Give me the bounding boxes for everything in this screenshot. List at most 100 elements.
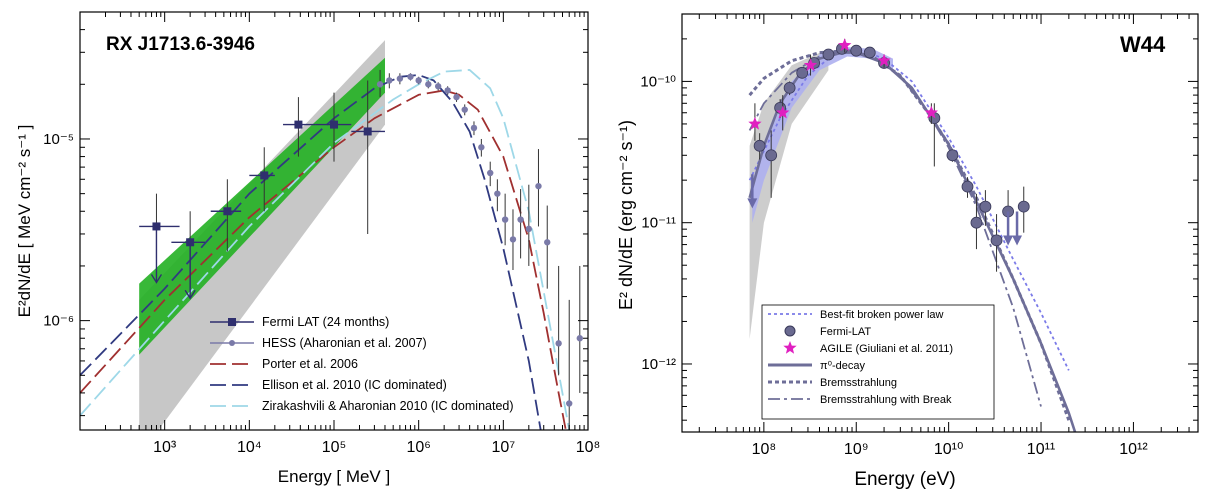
- data-point-square: [223, 207, 232, 216]
- chart-w44: 10⁸ 10⁹ 10¹⁰ 10¹¹ 10¹² 10⁻¹² 10⁻¹¹ 10⁻¹⁰ W44 En…: [616, 13, 1199, 490]
- data-point-square: [330, 120, 338, 129]
- legend-box: [761, 304, 995, 420]
- data-point-circle: [970, 216, 983, 229]
- curve-line: [748, 48, 1070, 371]
- data-point-square: [363, 127, 372, 136]
- legend-entry: Bremsstrahlung with Break: [768, 394, 952, 406]
- legend-label: Bremsstrahlung: [820, 377, 897, 389]
- data-point-circle: [961, 180, 974, 193]
- band-systematic: [749, 48, 829, 340]
- data-point-circle: [444, 87, 451, 94]
- y-tick-label: 10⁻¹⁰: [640, 73, 676, 90]
- axis-ticks: 10⁸ 10⁹ 10¹⁰ 10¹¹ 10¹² 10⁻¹² 10⁻¹¹ 10⁻¹⁰: [640, 13, 1199, 458]
- chart-title: W44: [1120, 32, 1166, 57]
- legend-label: HESS (Aharonian et al. 2007): [262, 336, 427, 350]
- data-point-star: [803, 58, 818, 71]
- data-points: [139, 69, 583, 430]
- legend: Fermi LAT (24 months) HESS (Aharonian et …: [210, 315, 514, 413]
- data-point-circle: [822, 48, 835, 61]
- legend-entry: Ellison et al. 2010 (IC dominated): [210, 378, 447, 392]
- data-point-circle: [863, 46, 876, 59]
- data-point-circle: [576, 335, 583, 342]
- legend-entry: Best-fit broken power law: [768, 309, 944, 321]
- data-point-square: [152, 222, 161, 231]
- x-tick-label: 10⁵: [322, 439, 346, 456]
- data-point-circle: [501, 216, 509, 223]
- data-point-circle: [796, 66, 809, 79]
- legend-entry: AGILE (Giuliani et al. 2011): [783, 341, 953, 355]
- data-point-square: [294, 120, 303, 129]
- x-tick-label: 10⁸: [752, 441, 777, 458]
- x-tick-label: 10¹⁰: [934, 441, 964, 458]
- legend-label: Bremsstrahlung with Break: [820, 394, 952, 406]
- upper-limit-arrow: [747, 198, 758, 209]
- data-point-circle: [525, 225, 533, 233]
- legend-entry: Zirakashvili & Aharonian 2010 (IC domina…: [210, 399, 514, 413]
- data-point-star: [877, 53, 891, 67]
- legend-swatch-marker: [783, 341, 797, 354]
- chart-title: RX J1713.6-3946: [106, 34, 255, 55]
- data-point-circle: [555, 340, 562, 347]
- y-axis-label: E² dN/dE (erg cm⁻² s⁻¹): [616, 120, 636, 310]
- data-point-circle: [470, 124, 478, 132]
- legend-entry: Bremsstrahlung: [768, 377, 897, 389]
- band-statistical: [139, 57, 385, 355]
- chart-rx-j1713: 10³ 10⁴ 10⁵ 10⁶ 10⁷ 10⁸ 10⁻⁶ 10⁻⁵ RX J1713.6-39…: [15, 11, 600, 486]
- axis-ticks: 10³ 10⁴ 10⁵ 10⁶ 10⁷ 10⁸ 10⁻⁶ 10⁻⁵: [43, 11, 600, 456]
- upper-limit-arrow: [150, 274, 163, 284]
- data-point-star: [748, 116, 762, 130]
- upper-limit-arrow: [1003, 235, 1014, 246]
- y-tick-label: 10⁻⁶: [43, 313, 74, 330]
- x-tick-label: 10⁴: [237, 439, 262, 456]
- x-tick-label: 10¹²: [1119, 441, 1148, 458]
- curve-line: [80, 89, 567, 430]
- x-tick-label: 10¹¹: [1027, 441, 1055, 458]
- legend-swatch-marker: [784, 325, 796, 337]
- legend-label: AGILE (Giuliani et al. 2011): [820, 343, 953, 355]
- legend-label: Fermi-LAT: [820, 326, 871, 338]
- data-point-circle: [396, 75, 404, 82]
- data-point-circle: [461, 106, 468, 113]
- legend-label: Ellison et al. 2010 (IC dominated): [262, 378, 447, 392]
- curve-line: [80, 74, 542, 430]
- data-point-square: [260, 171, 269, 180]
- data-point-circle: [487, 169, 494, 177]
- y-tick-label: 10⁻¹¹: [641, 215, 676, 232]
- data-point-star: [838, 38, 852, 51]
- legend-entry: HESS (Aharonian et al. 2007): [210, 336, 427, 350]
- legend-entry: Porter et al. 2006: [210, 357, 358, 371]
- data-point-circle: [1017, 200, 1030, 213]
- legend-label: Fermi LAT (24 months): [262, 315, 389, 329]
- uncertainty-bands: [139, 40, 385, 430]
- data-point-circle: [535, 182, 542, 190]
- curve-line: [748, 49, 1042, 407]
- data-points: [747, 38, 1030, 272]
- data-point-circle: [783, 81, 796, 94]
- y-tick-label: 10⁻⁵: [43, 131, 74, 148]
- data-point-circle: [425, 81, 432, 88]
- legend-label: Zirakashvili & Aharonian 2010 (IC domina…: [262, 399, 514, 413]
- x-tick-label: 10⁷: [492, 439, 516, 456]
- y-axis-label: E²dN/dE [ MeV cm⁻² s⁻¹ ]: [15, 125, 34, 318]
- y-tick-label: 10⁻¹²: [641, 356, 676, 373]
- legend-swatch-marker: [229, 340, 235, 346]
- data-point-circle: [753, 139, 766, 152]
- legend-entry: Fermi-LAT: [784, 325, 871, 338]
- data-point-circle: [407, 73, 414, 80]
- data-point-star: [924, 105, 938, 119]
- data-point-circle: [946, 149, 959, 162]
- data-point-circle: [544, 239, 551, 246]
- upper-limit-arrow: [1012, 235, 1023, 246]
- legend-entry: Fermi LAT (24 months): [210, 315, 389, 329]
- x-tick-label: 10³: [153, 439, 177, 456]
- legend-entry: π⁰-decay: [768, 360, 866, 372]
- x-tick-label: 10⁹: [844, 441, 869, 458]
- data-point-circle: [765, 149, 778, 162]
- x-tick-label: 10⁶: [406, 439, 430, 456]
- upper-limit-arrow: [184, 289, 196, 300]
- legend: Best-fit broken power law Fermi-LAT AGILE …: [761, 304, 995, 420]
- data-point-circle: [979, 200, 992, 213]
- legend-label: π⁰-decay: [820, 360, 866, 372]
- x-axis-label: Energy (eV): [854, 469, 955, 490]
